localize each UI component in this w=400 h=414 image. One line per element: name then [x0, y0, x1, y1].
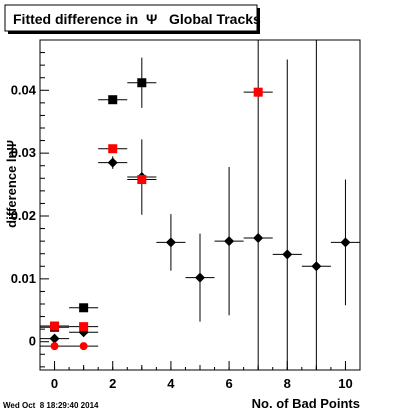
y-tick-label: 0.02 — [11, 208, 36, 223]
title-box-shadow-bottom — [8, 31, 260, 34]
x-tick-label: 0 — [51, 376, 58, 391]
timestamp: Wed Oct 8 18:29:40 2014 — [3, 401, 99, 410]
data-point-diamond — [311, 261, 322, 272]
data-point-square — [79, 303, 89, 313]
data-point-circle — [79, 342, 88, 351]
data-point-diamond — [282, 249, 293, 260]
y-tick-label: 0 — [29, 334, 36, 349]
x-tick-label: 2 — [109, 376, 116, 391]
data-point-diamond — [49, 333, 60, 344]
title-box-shadow-right — [257, 8, 260, 34]
series-3 — [40, 342, 99, 351]
y-axis-title: difference lnΨ — [4, 140, 19, 228]
series-0 — [40, 40, 360, 370]
x-tick-label: 6 — [225, 376, 232, 391]
data-point-square — [137, 78, 147, 88]
x-axis-title: No. of Bad Points — [252, 396, 360, 411]
y-tick-label: 0.01 — [11, 271, 36, 286]
series-2 — [40, 87, 273, 332]
data-point-square — [50, 321, 60, 331]
x-tick-label: 8 — [284, 376, 291, 391]
x-tick-label: 10 — [338, 376, 352, 391]
data-point-square — [79, 322, 89, 332]
data-point-square — [253, 87, 263, 97]
data-point-diamond — [165, 237, 176, 248]
data-marks — [40, 40, 360, 370]
data-point-diamond — [340, 237, 351, 248]
data-point-square — [108, 95, 118, 105]
x-tick-label: 4 — [167, 376, 175, 391]
data-point-diamond — [107, 157, 118, 168]
data-point-circle — [50, 342, 59, 351]
data-point-diamond — [224, 236, 235, 247]
axes: 0 2 4 6 8 10 0 0.01 0.02 0.03 0.04 — [11, 52, 361, 391]
y-tick-label: 0.04 — [11, 82, 37, 97]
data-point-square — [108, 144, 118, 154]
chart-title: Fitted difference in Ψ Global Tracks — [13, 11, 261, 27]
y-tick-label: 0.03 — [11, 145, 36, 160]
series-1 — [40, 57, 157, 332]
data-point-diamond — [195, 272, 205, 283]
data-point-square — [137, 175, 147, 185]
title-box — [4, 4, 258, 32]
data-point-diamond — [253, 233, 264, 243]
